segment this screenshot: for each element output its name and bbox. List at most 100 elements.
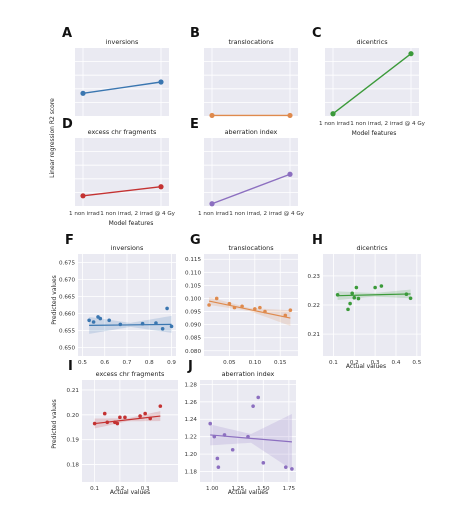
data-point (230, 447, 235, 452)
x-tick-label: 1.25 (232, 486, 245, 492)
y-tick-label: 0.115 (185, 257, 201, 263)
plot-background (75, 138, 169, 206)
bottom-xlabel-i: Actual values (110, 489, 150, 496)
series-line (82, 186, 162, 197)
panel-letter: F (65, 233, 74, 248)
data-point (258, 305, 262, 310)
data-point (287, 171, 293, 177)
y-tick-label: 0.675 (59, 261, 75, 267)
data-point (251, 404, 255, 408)
y-tick-label: 0.18 (67, 463, 80, 469)
data-point (408, 51, 414, 57)
chart-title: dicentrics (356, 244, 388, 252)
data-point (263, 309, 267, 314)
y-tick-label: 0.110 (185, 270, 201, 276)
y-tick-label: 0.655 (59, 329, 75, 335)
y-tick-label: 0.085 (185, 336, 201, 342)
y-tick-label: 1.24 (185, 417, 198, 423)
x-tick-label: 1 non irrad, 2 irrad @ 4 Gy (229, 211, 304, 217)
panel-letter: I (68, 359, 73, 374)
x-tick-label: 0.1 (329, 360, 338, 366)
chart-title: inversions (106, 38, 139, 46)
data-point (379, 284, 384, 288)
chart-title: translocations (228, 38, 274, 46)
x-tick-label: 0.8 (145, 360, 154, 366)
y-tick-label: 0.095 (185, 310, 201, 316)
data-point (207, 303, 211, 307)
chart-title: excess chr fragments (88, 128, 157, 136)
data-point (143, 411, 147, 416)
data-point (98, 316, 103, 321)
data-point (350, 291, 354, 296)
data-point (246, 434, 250, 439)
panel-letter: J (187, 359, 193, 374)
data-point (283, 465, 288, 469)
y-tick-label: 0.090 (185, 323, 201, 329)
x-tick-label: 1 non irrad (69, 211, 100, 217)
plot-background (75, 48, 169, 116)
data-point (348, 301, 352, 306)
data-point (240, 304, 244, 309)
plot-background (82, 380, 178, 482)
x-tick-label: 0.10 (249, 360, 262, 366)
data-point (352, 295, 357, 300)
data-point (140, 321, 145, 326)
x-tick-label: 1 non irrad (319, 121, 350, 127)
x-tick-label: 1 non irrad (198, 211, 229, 217)
x-tick-label: 1 non irrad, 2 irrad @ 4 Gy (100, 211, 175, 217)
data-point (222, 433, 227, 437)
x-tick-label: 0.15 (274, 360, 287, 366)
series-line (332, 53, 412, 115)
y-tick-label: 0.670 (59, 278, 75, 284)
data-point (215, 456, 220, 461)
data-point (102, 411, 107, 416)
plot-background (204, 138, 298, 206)
y-tick-label: 0.100 (185, 296, 201, 302)
data-point (209, 201, 215, 207)
data-point (373, 285, 377, 290)
panel-letter: D (62, 117, 73, 132)
y-tick-label: 1.26 (185, 400, 198, 406)
data-point (160, 327, 165, 331)
y-tick-label: 0.19 (67, 438, 80, 444)
chart-title: translocations (228, 244, 274, 252)
data-point (123, 415, 127, 420)
top-xlabel-lower: Model features (109, 220, 154, 227)
x-tick-label: 0.1 (90, 486, 99, 492)
y-tick-label: 0.660 (59, 312, 75, 318)
chart-title: aberration index (225, 128, 278, 136)
data-point (227, 301, 232, 306)
panel-letter: E (190, 117, 199, 132)
data-point (208, 421, 213, 426)
data-point (165, 306, 169, 311)
data-point (158, 184, 164, 190)
x-tick-label: 0.05 (223, 360, 236, 366)
series-line (82, 81, 162, 95)
data-point (138, 414, 142, 418)
chart-title: dicentrics (356, 38, 388, 46)
y-tick-label: 1.22 (185, 435, 197, 441)
x-tick-label: 0.5 (412, 360, 421, 366)
panel-letter: H (312, 233, 323, 248)
y-tick-label: 0.080 (185, 349, 201, 355)
data-point (283, 313, 288, 318)
top-xlabel-upper: Model features (352, 130, 397, 137)
data-point (107, 318, 111, 323)
data-point (154, 321, 158, 325)
plot-background (204, 48, 298, 116)
data-point (408, 296, 413, 301)
y-tick-label: 0.22 (308, 303, 320, 309)
top-ylabel: Linear regression R2 score (49, 98, 56, 178)
data-point (354, 285, 359, 290)
panel-letter: B (190, 26, 200, 41)
bottom-ylabel-lower: Predicted values (51, 399, 58, 449)
x-tick-label: 1.50 (257, 486, 270, 492)
x-tick-label: 0.4 (392, 360, 401, 366)
